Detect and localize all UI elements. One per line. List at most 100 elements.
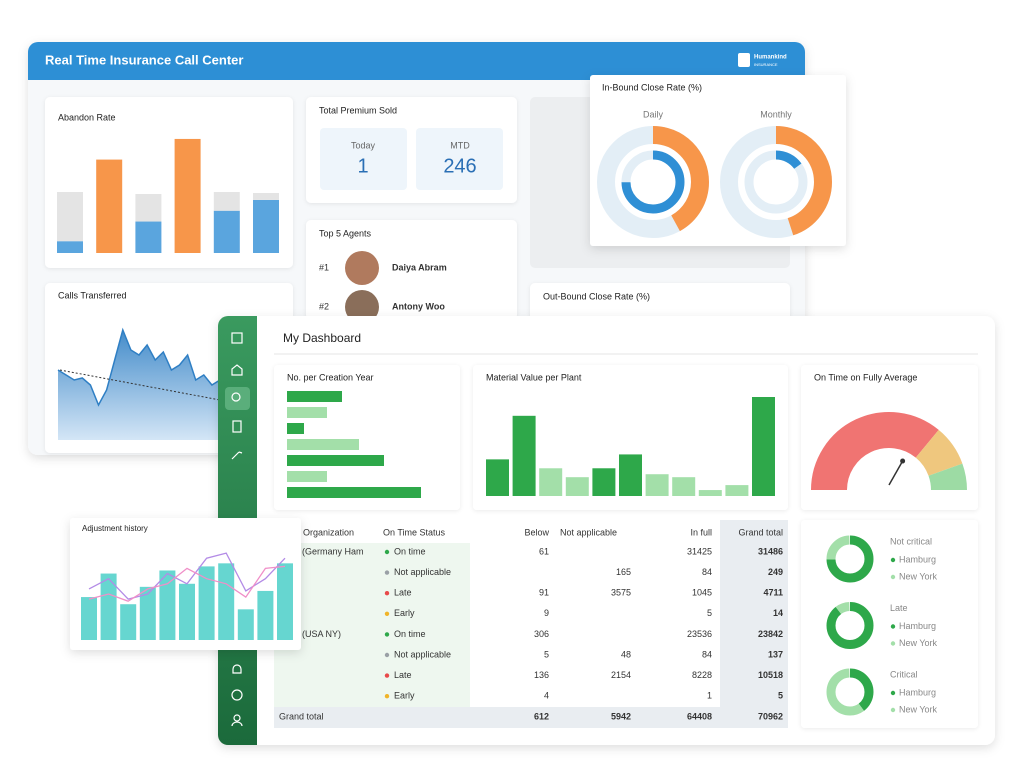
bar bbox=[725, 485, 749, 496]
bar bbox=[752, 397, 775, 496]
nav-icon[interactable] bbox=[232, 420, 242, 433]
nav-icon[interactable] bbox=[231, 451, 243, 460]
donut-title: Late bbox=[890, 603, 908, 613]
bar bbox=[512, 415, 536, 496]
table-cell: 4 bbox=[544, 691, 549, 701]
legend-dot bbox=[890, 707, 896, 713]
table-cell: 2154 bbox=[611, 670, 631, 680]
bar bbox=[198, 566, 215, 640]
table-cell: 4711 bbox=[763, 588, 783, 598]
agent-rank: #1 bbox=[319, 262, 329, 272]
bar bbox=[218, 563, 235, 640]
card-title: Material Value per Plant bbox=[486, 372, 582, 382]
table-cell: 31486 bbox=[758, 546, 783, 556]
donut-label: Daily bbox=[643, 109, 664, 119]
bar bbox=[287, 487, 421, 498]
nav-icon[interactable] bbox=[233, 714, 241, 722]
bar bbox=[179, 583, 195, 640]
status-dot bbox=[384, 549, 390, 555]
table-cell: 84 bbox=[702, 649, 712, 659]
gauge-needle-tip bbox=[900, 458, 906, 464]
bar bbox=[257, 590, 274, 640]
table-cell: 14 bbox=[773, 608, 783, 618]
legend-dot bbox=[890, 574, 896, 580]
table-cell: 137 bbox=[768, 649, 783, 659]
table-cell: 91 bbox=[539, 588, 549, 598]
table-cell: Early bbox=[394, 691, 415, 701]
legend-label: Hamburg bbox=[899, 554, 936, 564]
bar bbox=[287, 439, 359, 450]
trend-line bbox=[59, 369, 221, 401]
legend-dot bbox=[890, 690, 896, 696]
nav-active[interactable] bbox=[225, 387, 250, 410]
bar bbox=[287, 455, 384, 466]
status-dot bbox=[384, 694, 390, 699]
table-cell: 249 bbox=[768, 567, 783, 577]
donut-arc bbox=[720, 126, 832, 238]
table-header: In full bbox=[690, 527, 712, 537]
donut-title: Critical bbox=[890, 669, 918, 679]
table-cell: 1045 bbox=[692, 588, 712, 598]
nav-icon[interactable] bbox=[231, 392, 241, 402]
nav-icon[interactable] bbox=[231, 332, 243, 344]
kpi-value: 246 bbox=[443, 155, 476, 177]
nav-icon[interactable] bbox=[231, 364, 243, 376]
card-title: No. per Creation Year bbox=[287, 372, 374, 382]
table-band bbox=[274, 543, 470, 707]
bar bbox=[57, 192, 83, 242]
status-dot bbox=[384, 611, 390, 616]
card-title: Top 5 Agents bbox=[319, 228, 372, 238]
bar bbox=[253, 199, 279, 253]
card-title: Abandon Rate bbox=[58, 112, 116, 122]
legend-label: New York bbox=[899, 571, 938, 581]
bar bbox=[287, 391, 342, 402]
bar bbox=[672, 477, 696, 496]
table-header: Not applicable bbox=[560, 527, 617, 537]
bar bbox=[277, 563, 293, 640]
bar bbox=[698, 490, 722, 496]
logo: Humankind bbox=[754, 55, 787, 61]
table-cell: 5 bbox=[707, 608, 712, 618]
inbound-popup: In-Bound Close Rate (%) Daily Monthly bbox=[590, 75, 846, 246]
legend-dot bbox=[890, 557, 896, 563]
nav-icon[interactable] bbox=[231, 721, 243, 727]
legend-dot bbox=[890, 624, 896, 629]
status-dot bbox=[384, 632, 390, 637]
area-line bbox=[57, 327, 221, 407]
table-header: Below bbox=[524, 527, 549, 537]
panel-title: Real Time Insurance Call Center bbox=[45, 52, 243, 67]
bar bbox=[139, 586, 156, 640]
donut-arc bbox=[744, 150, 808, 214]
card bbox=[530, 283, 790, 323]
bar bbox=[565, 477, 589, 496]
bar bbox=[619, 454, 642, 496]
card-title: Total Premium Sold bbox=[319, 105, 397, 115]
table-cell: Late bbox=[394, 670, 412, 680]
bar bbox=[486, 459, 509, 496]
table-total: 5942 bbox=[611, 711, 631, 721]
table-total: 64408 bbox=[687, 711, 712, 721]
table-cell: 5 bbox=[544, 649, 549, 659]
bar bbox=[96, 159, 123, 253]
table-cell: On time bbox=[394, 546, 426, 556]
table-cell: 84 bbox=[702, 567, 712, 577]
nav-icon[interactable] bbox=[232, 664, 242, 674]
bar bbox=[539, 468, 563, 496]
table-cell: 10518 bbox=[758, 670, 783, 680]
table-total: 70962 bbox=[758, 711, 783, 721]
donut-arc bbox=[826, 535, 874, 583]
status-dot bbox=[384, 673, 390, 678]
bar bbox=[287, 471, 327, 482]
legend-label: Hamburg bbox=[899, 687, 936, 697]
table-cell: 31425 bbox=[687, 546, 712, 556]
adjustment-popup: Adjustment history bbox=[70, 518, 301, 650]
table-cell: Early bbox=[394, 608, 415, 618]
bar bbox=[253, 193, 279, 200]
bar bbox=[213, 210, 240, 253]
gauge-segment bbox=[915, 429, 963, 477]
logo-icon bbox=[738, 53, 750, 67]
bar bbox=[174, 138, 201, 253]
nav-icon[interactable] bbox=[231, 689, 243, 701]
bar bbox=[592, 468, 616, 496]
